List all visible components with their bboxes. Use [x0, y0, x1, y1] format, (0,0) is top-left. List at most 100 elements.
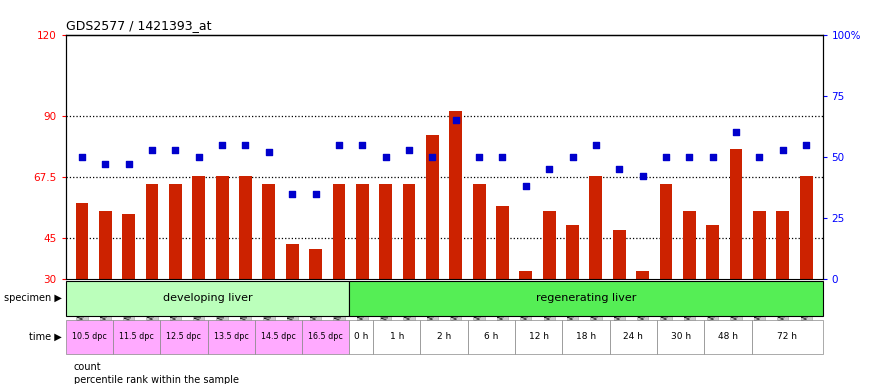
- Bar: [349, 319, 373, 354]
- Bar: [660, 184, 672, 279]
- Point: [473, 154, 487, 160]
- Point: [309, 190, 323, 197]
- Bar: [612, 230, 626, 279]
- Point: [145, 146, 159, 152]
- Text: 13.5 dpc: 13.5 dpc: [214, 332, 248, 341]
- Bar: [216, 176, 228, 279]
- Text: 12 h: 12 h: [528, 332, 549, 341]
- Point: [98, 161, 112, 167]
- Bar: [563, 319, 610, 354]
- Bar: [636, 271, 649, 279]
- Bar: [496, 206, 509, 279]
- Bar: [373, 319, 420, 354]
- Text: 24 h: 24 h: [623, 332, 643, 341]
- Point: [729, 129, 743, 136]
- Point: [659, 154, 673, 160]
- Bar: [123, 214, 135, 279]
- Point: [449, 117, 463, 123]
- Point: [355, 142, 369, 148]
- Bar: [752, 319, 822, 354]
- Text: 14.5 dpc: 14.5 dpc: [261, 332, 296, 341]
- Bar: [262, 184, 276, 279]
- Bar: [99, 211, 112, 279]
- Point: [542, 166, 556, 172]
- Bar: [753, 211, 766, 279]
- Bar: [520, 271, 532, 279]
- Text: developing liver: developing liver: [163, 293, 252, 303]
- Point: [239, 142, 253, 148]
- Point: [635, 173, 649, 179]
- Bar: [145, 184, 158, 279]
- Bar: [113, 319, 160, 354]
- Point: [425, 154, 439, 160]
- Text: 6 h: 6 h: [484, 332, 499, 341]
- Point: [168, 146, 182, 152]
- Text: count: count: [74, 362, 102, 372]
- Bar: [473, 184, 486, 279]
- Bar: [704, 319, 752, 354]
- Point: [776, 146, 790, 152]
- Bar: [682, 211, 696, 279]
- Bar: [450, 111, 462, 279]
- Bar: [66, 319, 113, 354]
- Text: GDS2577 / 1421393_at: GDS2577 / 1421393_at: [66, 19, 211, 32]
- Point: [285, 190, 299, 197]
- Bar: [255, 319, 302, 354]
- Bar: [542, 211, 556, 279]
- Bar: [309, 249, 322, 279]
- Text: 18 h: 18 h: [576, 332, 596, 341]
- Bar: [776, 211, 789, 279]
- Bar: [515, 319, 563, 354]
- Bar: [349, 281, 822, 316]
- Bar: [657, 319, 704, 354]
- Bar: [239, 176, 252, 279]
- Point: [332, 142, 346, 148]
- Bar: [590, 176, 602, 279]
- Point: [192, 154, 206, 160]
- Bar: [468, 319, 515, 354]
- Bar: [160, 319, 207, 354]
- Text: 48 h: 48 h: [718, 332, 738, 341]
- Point: [682, 154, 696, 160]
- Bar: [730, 149, 743, 279]
- Bar: [332, 184, 346, 279]
- Text: time ▶: time ▶: [29, 332, 62, 342]
- Text: 10.5 dpc: 10.5 dpc: [72, 332, 107, 341]
- Text: 12.5 dpc: 12.5 dpc: [166, 332, 201, 341]
- Text: specimen ▶: specimen ▶: [4, 293, 62, 303]
- Bar: [800, 176, 813, 279]
- Point: [215, 142, 229, 148]
- Bar: [566, 225, 579, 279]
- Point: [75, 154, 89, 160]
- Point: [262, 149, 276, 155]
- Text: 0 h: 0 h: [354, 332, 368, 341]
- Bar: [420, 319, 468, 354]
- Text: percentile rank within the sample: percentile rank within the sample: [74, 375, 239, 384]
- Bar: [192, 176, 206, 279]
- Bar: [286, 244, 298, 279]
- Bar: [379, 184, 392, 279]
- Point: [565, 154, 579, 160]
- Text: 11.5 dpc: 11.5 dpc: [119, 332, 154, 341]
- Bar: [207, 319, 255, 354]
- Bar: [356, 184, 368, 279]
- Bar: [610, 319, 657, 354]
- Point: [706, 154, 720, 160]
- Bar: [706, 225, 719, 279]
- Bar: [66, 379, 73, 380]
- Text: 72 h: 72 h: [777, 332, 797, 341]
- Bar: [302, 319, 349, 354]
- Point: [589, 142, 603, 148]
- Bar: [169, 184, 182, 279]
- Bar: [66, 281, 349, 316]
- Point: [799, 142, 813, 148]
- Point: [752, 154, 766, 160]
- Point: [519, 183, 533, 189]
- Text: 30 h: 30 h: [670, 332, 690, 341]
- Point: [612, 166, 626, 172]
- Bar: [426, 135, 438, 279]
- Bar: [75, 203, 88, 279]
- Text: 1 h: 1 h: [389, 332, 404, 341]
- Point: [122, 161, 136, 167]
- Point: [379, 154, 393, 160]
